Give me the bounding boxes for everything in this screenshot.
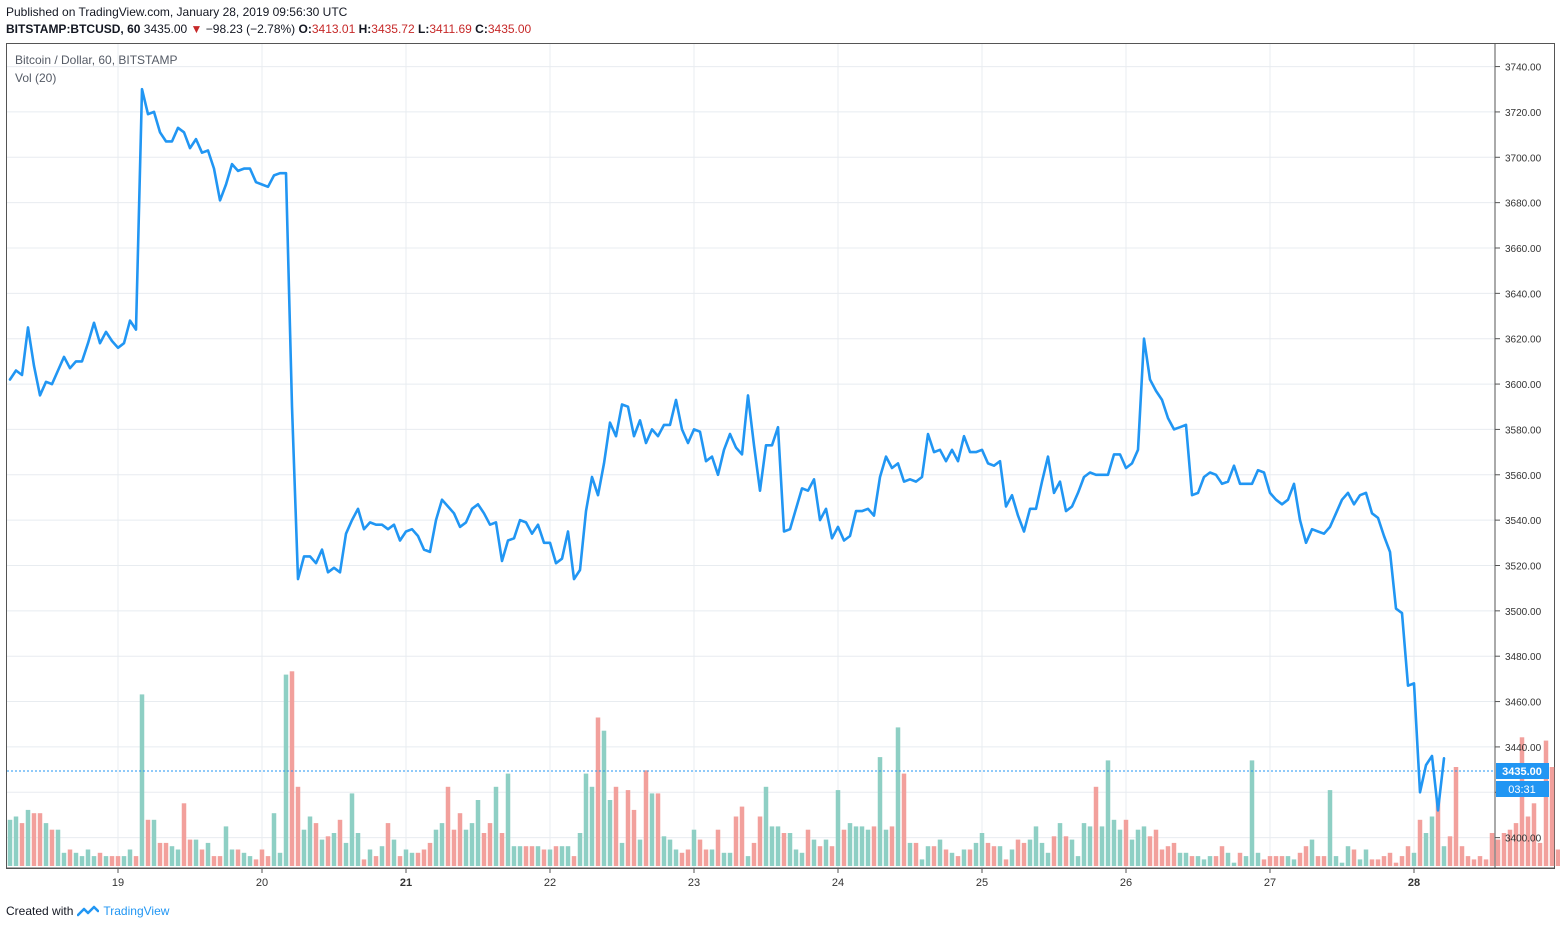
last-price: 3435.00: [143, 22, 188, 36]
chart-title: Bitcoin / Dollar, 60, BITSTAMP: [15, 53, 178, 67]
high-value: 3435.72: [371, 22, 415, 36]
down-arrow-icon: ▼: [190, 22, 203, 36]
time-axis: 19 20 21 22 23 24 25 26 27 28: [112, 868, 1420, 889]
x-tick-label: 23: [688, 877, 700, 889]
volume-label[interactable]: Vol (20): [15, 71, 57, 85]
x-tick-label: 25: [976, 877, 988, 889]
low-value: 3411.69: [429, 22, 472, 36]
created-with-label: Created with: [6, 904, 74, 918]
x-tick-label: 21: [400, 877, 412, 889]
low-label: L:: [418, 22, 430, 36]
open-label: O:: [298, 22, 312, 36]
x-tick-label: 27: [1264, 877, 1276, 889]
x-tick-label: 24: [832, 877, 844, 889]
price-change: −98.23 (−2.78%): [205, 22, 296, 36]
x-tick-label: 22: [544, 877, 556, 889]
footer: Created with TradingView: [6, 904, 169, 918]
open-value: 3413.01: [311, 22, 356, 36]
x-tick-label: 20: [256, 877, 268, 889]
volume-bar: [1555, 849, 1560, 866]
close-label: C:: [475, 22, 488, 36]
symbol-name: BITSTAMP:BTCUSD, 60: [6, 22, 141, 36]
x-tick-label: 19: [112, 877, 124, 889]
symbol-header: BITSTAMP:BTCUSD, 60 3435.00 ▼ −98.23 (−2…: [6, 22, 531, 36]
tradingview-brand[interactable]: TradingView: [103, 904, 170, 918]
x-tick-label: 26: [1120, 877, 1132, 889]
tradingview-logo-icon: [77, 905, 100, 917]
high-label: H:: [358, 22, 372, 36]
chart-frame[interactable]: [6, 43, 1555, 869]
x-tick-label: 28: [1408, 877, 1420, 889]
close-value: 3435.00: [487, 22, 532, 36]
published-note: Published on TradingView.com, January 28…: [6, 5, 348, 19]
